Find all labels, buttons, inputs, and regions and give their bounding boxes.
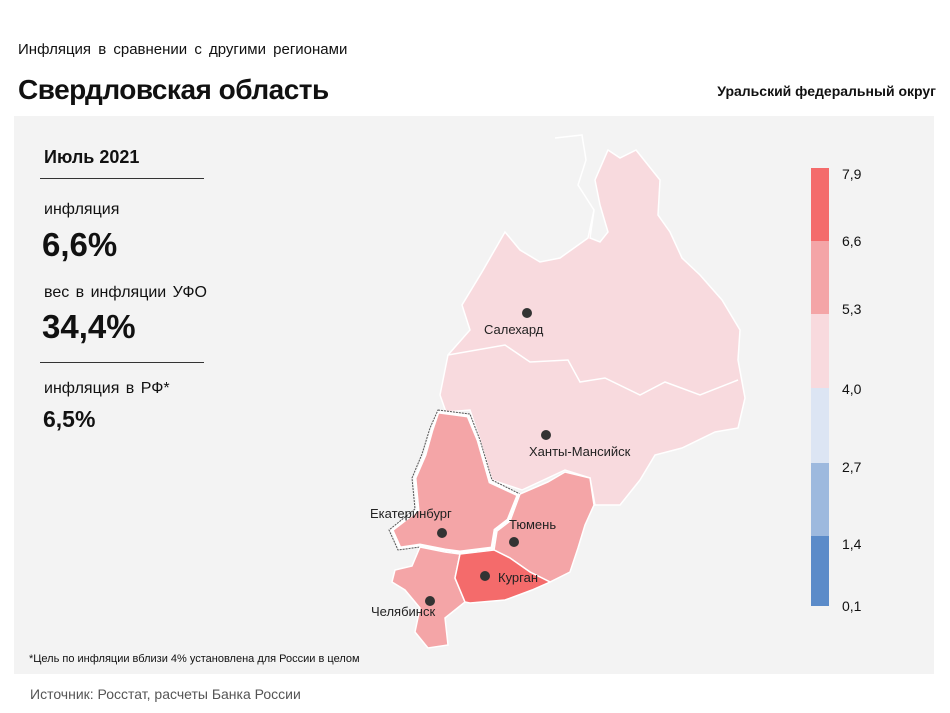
legend-tick-7-9: 7,9 [842,166,862,182]
legend-swatch-2-7-4-0 [811,388,829,463]
region-tyumen [493,471,595,583]
district-name: Уральский федеральный округ [717,83,936,99]
weight-value: 34,4% [42,308,136,345]
region-sverdlovsk-outline [388,409,521,555]
divider-top [40,178,204,179]
region-sverdlovsk [390,410,520,554]
city-dot-kurgan [480,571,490,581]
legend-tick-6-6: 6,6 [842,233,862,249]
city-dot-tyumen [509,537,519,547]
inflation-value: 6,6% [42,226,118,263]
city-label-yekaterinburg: Екатеринбург [370,506,452,521]
legend-tick-5-3: 5,3 [842,301,862,317]
city-label-tyumen: Тюмень [509,517,556,532]
legend-tick-2-7: 2,7 [842,459,862,475]
weight-label: вес в инфляции УФО [44,284,207,301]
city-dot-khanty [541,430,551,440]
city-label-khanty: Ханты-Мансийск [529,444,631,459]
legend-tick-1-4: 1,4 [842,536,862,552]
rf-inflation-label: инфляция в РФ* [44,380,170,397]
legend-swatch-1-4-2-7 [811,463,829,536]
city-label-chelyabinsk: Челябинск [371,604,435,619]
city-dot-salekhard [522,308,532,318]
city-label-kurgan: Курган [498,570,538,585]
region-kurgan [454,549,552,604]
legend-swatch-5-3-6-6 [811,241,829,314]
region-north [439,134,746,506]
legend-swatch-4-0-5-3 [811,314,829,388]
legend-swatch-0-1-1-4 [811,536,829,606]
source-note: Источник: Росстат, расчеты Банка России [30,686,301,702]
inflation-label: инфляция [44,201,120,218]
city-dot-yekaterinburg [437,528,447,538]
chart-supertitle: Инфляция в сравнении с другими регионами [18,41,348,58]
footnote: *Цель по инфляции вблизи 4% установлена … [29,653,360,665]
region-title: Свердловская область [18,74,329,105]
legend-swatch-6-6-7-9 [811,168,829,241]
boundary-yanao-khmao [447,344,739,396]
city-dot-chelyabinsk [425,596,435,606]
rf-inflation-value: 6,5% [43,406,96,432]
legend-tick-4-0: 4,0 [842,381,862,397]
legend-tick-0-1: 0,1 [842,598,862,614]
divider-bottom [40,362,204,363]
city-label-salekhard: Салехард [484,322,544,337]
period-label: Июль 2021 [44,147,140,167]
